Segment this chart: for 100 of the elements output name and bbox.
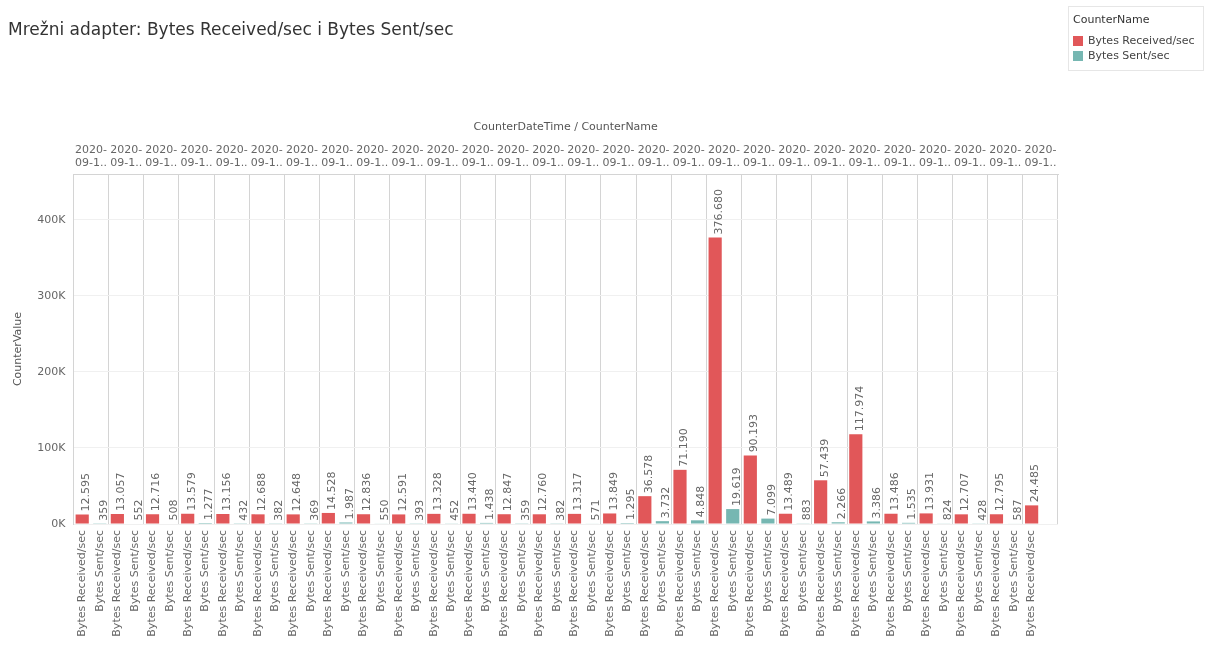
data-label: 13.849 <box>606 471 620 511</box>
bar <box>919 513 933 524</box>
data-label: 13.057 <box>114 472 128 512</box>
x-tick-label: 2020-09-1.. <box>707 143 740 170</box>
text: Bytes Sent/sec <box>936 530 950 612</box>
bar <box>989 514 1004 524</box>
text: Bytes Received/sec <box>286 530 300 637</box>
text: Bytes Sent/sec <box>479 530 493 612</box>
x-tick-label: 2020-09-1.. <box>602 143 635 170</box>
data-label: 1.277 <box>202 488 216 521</box>
data-label: 883 <box>799 499 813 521</box>
text: Bytes Received/sec <box>145 530 159 637</box>
bar <box>690 520 705 524</box>
text: Bytes Sent/sec <box>127 530 141 612</box>
text: Bytes Sent/sec <box>866 530 880 612</box>
text: Bytes Received/sec <box>461 530 475 637</box>
text: Bytes Sent/sec <box>198 530 212 612</box>
y-tick-label: 200K <box>37 364 67 378</box>
data-label: 19.619 <box>729 467 743 507</box>
bar <box>673 469 687 524</box>
text: Bytes Sent/sec <box>1006 530 1020 612</box>
data-label: 571 <box>588 499 602 521</box>
text: Bytes Sent/sec <box>760 530 774 612</box>
bar <box>110 514 124 524</box>
x-tick-label: 2020-09-1.. <box>145 143 178 170</box>
text: Bytes Received/sec <box>532 530 546 637</box>
text: Bytes Sent/sec <box>901 530 915 612</box>
bar <box>427 513 441 524</box>
x-tick-label: 2020-09-1.. <box>743 143 776 170</box>
data-label: 369 <box>307 499 321 521</box>
data-label: 36.578 <box>641 454 655 494</box>
text: Bytes Received/sec <box>426 530 440 637</box>
text: Bytes Sent/sec <box>303 530 317 612</box>
data-label: 376.680 <box>712 188 726 235</box>
bar <box>778 513 793 524</box>
x-axis-title: CounterDateTime / CounterName <box>473 119 659 133</box>
bar <box>603 513 617 524</box>
data-label: 12.760 <box>536 472 550 512</box>
data-label: 382 <box>553 499 567 521</box>
bar <box>726 509 740 524</box>
data-label: 3.386 <box>870 486 884 519</box>
text: Bytes Sent/sec <box>444 530 458 612</box>
data-label: 13.486 <box>887 472 901 511</box>
data-label: 1.295 <box>624 488 638 521</box>
data-label: 13.317 <box>571 472 585 511</box>
x-tick-label: 2020-09-1.. <box>778 143 811 170</box>
bar <box>567 513 582 524</box>
bar <box>286 514 300 524</box>
text: Bytes Sent/sec <box>514 530 528 612</box>
text: Bytes Received/sec <box>637 530 651 637</box>
bar <box>251 514 265 524</box>
legend-label: Bytes Sent/sec <box>1088 49 1170 62</box>
text: Bytes Received/sec <box>602 530 616 637</box>
data-label: 12.836 <box>360 472 374 512</box>
bar <box>638 496 652 524</box>
text: Bytes Received/sec <box>497 530 511 637</box>
data-label: 382 <box>272 499 286 521</box>
y-tick-label: 300K <box>37 288 67 302</box>
data-label: 12.591 <box>395 472 409 512</box>
text: Bytes Sent/sec <box>549 530 563 612</box>
x-tick-label: 2020-09-1.. <box>215 143 248 170</box>
bar <box>761 518 775 524</box>
data-label: 13.579 <box>184 472 198 511</box>
x-tick-label: 2020-09-1.. <box>321 143 354 170</box>
text: Bytes Received/sec <box>75 530 89 637</box>
x-tick-label: 2020-09-1.. <box>180 143 213 170</box>
text: Bytes Sent/sec <box>971 530 985 612</box>
text: Bytes Received/sec <box>1024 530 1038 637</box>
x-tick-label: 2020-09-1.. <box>285 143 318 170</box>
text: Bytes Received/sec <box>743 530 757 637</box>
text: Bytes Received/sec <box>883 530 897 637</box>
text: Bytes Received/sec <box>110 530 124 637</box>
text: Bytes Received/sec <box>391 530 405 637</box>
data-label: 824 <box>940 499 954 521</box>
data-label: 12.795 <box>993 472 1007 512</box>
bar <box>216 513 230 524</box>
x-tick-label: 2020-09-1.. <box>356 143 389 170</box>
text: Bytes Sent/sec <box>795 530 809 612</box>
data-label: 7.099 <box>764 484 778 516</box>
x-tick-label: 2020-09-1.. <box>918 143 951 170</box>
text: Bytes Sent/sec <box>655 530 669 612</box>
text: Bytes Received/sec <box>567 530 581 637</box>
bar <box>743 455 757 524</box>
text: Bytes Sent/sec <box>620 530 634 612</box>
data-label: 71.190 <box>676 428 690 467</box>
data-label: 428 <box>975 499 989 521</box>
x-tick-label: 2020-09-1.. <box>532 143 565 170</box>
text: Bytes Sent/sec <box>338 530 352 612</box>
x-tick-label: 2020-09-1.. <box>954 143 987 170</box>
x-tick-label: 2020-09-1.. <box>567 143 600 170</box>
text: Bytes Received/sec <box>356 530 370 637</box>
text: Bytes Sent/sec <box>690 530 704 612</box>
data-label: 13.931 <box>922 471 936 511</box>
text: Bytes Sent/sec <box>725 530 739 612</box>
data-label: 24.485 <box>1028 463 1042 503</box>
data-label: 4.848 <box>694 485 708 518</box>
bar <box>954 514 968 524</box>
x-tick-label: 2020-09-1.. <box>496 143 529 170</box>
data-label: 432 <box>237 499 251 521</box>
data-label: 359 <box>96 499 110 521</box>
